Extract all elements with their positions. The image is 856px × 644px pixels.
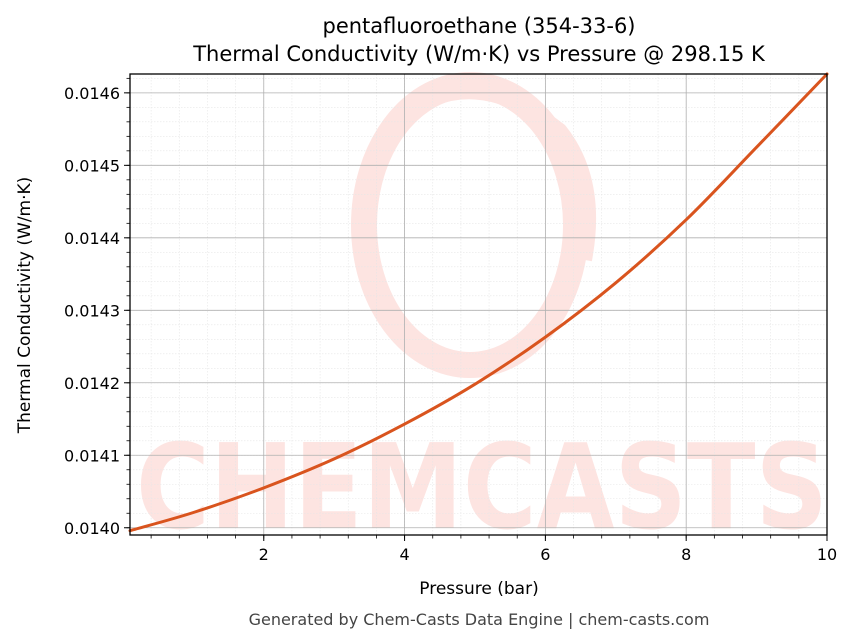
x-tick-label: 4 <box>399 545 409 564</box>
y-tick-label: 0.0140 <box>64 519 120 538</box>
footer-credit: Generated by Chem-Casts Data Engine | ch… <box>249 610 710 629</box>
y-tick-label: 0.0142 <box>64 374 120 393</box>
y-axis: 0.0140 0.0141 0.0142 0.0143 0.0144 0.0145 0.01… <box>64 77 130 538</box>
y-tick-label: 0.0143 <box>64 301 120 320</box>
x-tick-label: 8 <box>681 545 691 564</box>
y-axis-label: Thermal Conductivity (W/m·K) <box>15 177 35 435</box>
y-tick-label: 0.0141 <box>64 446 120 465</box>
watermark: CHEMCASTS <box>136 72 828 556</box>
watermark-logo-icon <box>351 72 597 378</box>
chart-title: pentafluoroethane (354-33-6) <box>322 14 635 38</box>
series-line <box>128 72 829 533</box>
x-axis: 2 4 6 8 10 <box>150 535 837 564</box>
x-axis-label: Pressure (bar) <box>419 579 538 599</box>
data-layer <box>128 72 829 533</box>
x-tick-label: 2 <box>259 545 269 564</box>
x-tick-label: 10 <box>817 545 837 564</box>
x-tick-label: 6 <box>540 545 550 564</box>
plot-frame <box>129 73 828 536</box>
chart-subtitle: Thermal Conductivity (W/m·K) vs Pressure… <box>192 42 766 66</box>
y-tick-label: 0.0144 <box>64 229 120 248</box>
y-tick-label: 0.0146 <box>64 84 120 103</box>
y-tick-label: 0.0145 <box>64 156 120 175</box>
